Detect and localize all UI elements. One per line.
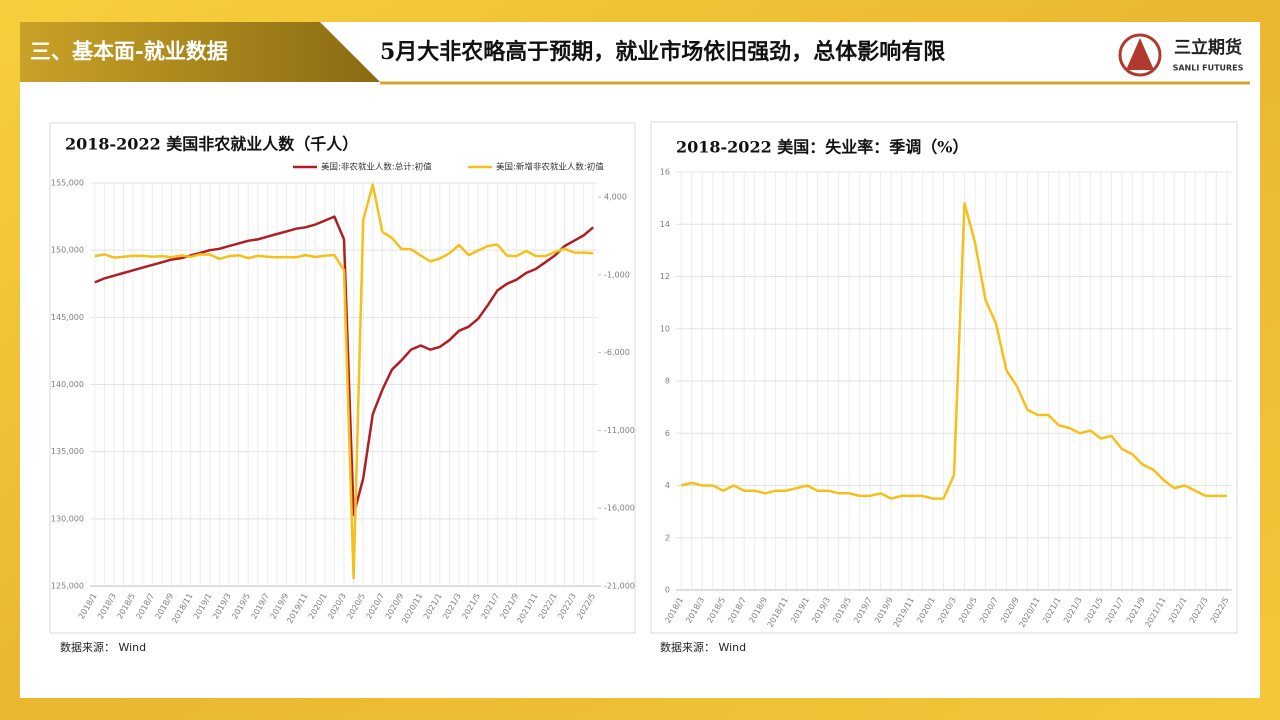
chart-box <box>49 122 636 634</box>
chart-title: 2018-2022 美国非农就业人数（千人） <box>65 135 358 154</box>
y2-tick-label: 4,000 <box>604 193 627 202</box>
y-tick-label: 6 <box>665 429 670 438</box>
y-tick-label: 16 <box>660 168 670 177</box>
y-tick-label: 2 <box>665 533 670 542</box>
y-tick-label: 140,000 <box>51 380 84 389</box>
y2-tick-label: -21,000 <box>604 582 635 591</box>
y2-tick-label: -1,000 <box>604 270 630 279</box>
y-tick-label: 130,000 <box>51 514 84 523</box>
y-tick-label: 12 <box>660 272 670 281</box>
section-tab <box>20 22 380 82</box>
y-tick-label: 145,000 <box>51 313 84 322</box>
logo-mark <box>1118 33 1162 77</box>
data-line <box>94 183 594 580</box>
y2-tick-label: -11,000 <box>604 426 635 435</box>
y2-tick-label: -16,000 <box>604 504 635 513</box>
y2-tick-label: -6,000 <box>604 348 630 357</box>
section-title: 三、基本面-就业数据 <box>30 39 228 64</box>
logo-subtext: SANLI FUTURES <box>1173 64 1244 73</box>
y-tick-label: 125,000 <box>51 582 84 591</box>
y-tick-label: 4 <box>665 481 670 490</box>
source-note: 数据来源： Wind <box>60 640 146 654</box>
chart-title: 2018-2022 美国：失业率：季调（%） <box>676 138 968 157</box>
y-tick-label: 8 <box>665 377 670 386</box>
logo-peak <box>1126 38 1154 70</box>
data-line <box>94 215 595 517</box>
slide-title: 5月大非农略高于预期，就业市场依旧强劲，总体影响有限 <box>380 39 945 65</box>
y-tick-label: 155,000 <box>51 179 84 188</box>
y-tick-label: 135,000 <box>51 447 84 456</box>
y-tick-label: 0 <box>665 586 670 595</box>
source-note: 数据来源： Wind <box>660 640 746 654</box>
legend-label: 美国:新增非农就业人数:初值 <box>496 162 604 173</box>
y-tick-label: 150,000 <box>51 246 84 255</box>
y-tick-label: 14 <box>660 220 670 229</box>
data-line <box>680 202 1227 500</box>
y-tick-label: 10 <box>660 324 670 333</box>
legend-label: 美国:非农就业人数:总计:初值 <box>321 162 432 173</box>
logo-text: 三立期货 <box>1174 37 1242 58</box>
